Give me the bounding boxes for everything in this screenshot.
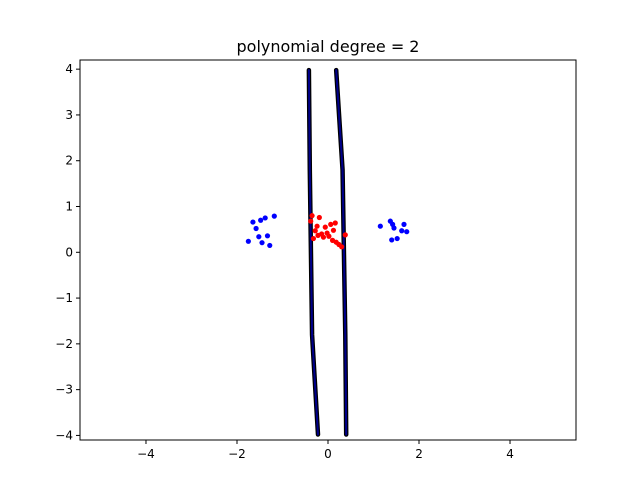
data-point-1-4	[314, 223, 320, 229]
data-point-1-19	[342, 232, 348, 238]
data-point-0-6	[262, 215, 268, 221]
x-tick-label: −2	[228, 447, 246, 461]
data-point-1-6	[316, 214, 322, 221]
data-point-1-8	[320, 234, 327, 240]
y-tick-label: −3	[55, 383, 73, 397]
x-tick-label: −4	[137, 447, 155, 461]
data-point-1-0	[308, 218, 314, 224]
y-tick-label: 4	[65, 62, 73, 76]
y-tick-label: −1	[55, 291, 73, 305]
y-tick-label: −4	[55, 428, 73, 442]
y-tick-label: 0	[65, 245, 73, 259]
data-point-1-2	[310, 235, 317, 242]
data-point-0-1	[250, 219, 256, 225]
data-point-0-0	[245, 238, 251, 244]
chart-title: polynomial degree = 2	[237, 37, 420, 56]
data-point-0-10	[377, 223, 383, 229]
data-point-0-17	[401, 221, 407, 227]
data-point-1-11	[326, 233, 332, 239]
data-point-0-18	[404, 229, 410, 235]
decision-boundary-line-2	[307, 69, 319, 436]
data-point-0-7	[264, 233, 271, 239]
data-point-0-8	[267, 242, 273, 249]
x-tick-label: 0	[324, 447, 332, 461]
data-point-1-3	[312, 228, 318, 234]
data-point-1-18	[339, 244, 345, 250]
data-point-0-14	[391, 225, 397, 231]
data-point-0-12	[389, 237, 395, 243]
x-tick-label: 4	[506, 447, 514, 461]
data-point-1-9	[322, 224, 328, 230]
y-tick-label: 3	[65, 108, 73, 122]
data-point-1-12	[328, 221, 334, 227]
data-point-0-4	[258, 217, 264, 223]
data-point-0-16	[399, 228, 405, 234]
y-tick-label: 2	[65, 154, 73, 168]
plot-content	[245, 67, 410, 437]
x-tick-label: 2	[415, 447, 423, 461]
data-point-0-5	[259, 240, 265, 246]
plot-frame	[79, 59, 577, 441]
data-point-0-9	[271, 213, 277, 219]
y-tick-label: 1	[65, 200, 73, 214]
data-point-0-2	[253, 225, 259, 232]
decision-boundary-line-3	[335, 69, 348, 436]
data-point-1-14	[330, 227, 337, 233]
x-axis: −4 −2 0 2 4	[137, 440, 514, 461]
y-axis: −4 −3 −2 −1 0 1 2 3 4	[55, 62, 80, 442]
data-point-0-15	[394, 235, 400, 242]
data-point-1-15	[332, 220, 338, 226]
data-point-1-1	[309, 213, 315, 219]
y-tick-label: −2	[55, 337, 73, 351]
data-point-0-3	[256, 234, 262, 240]
